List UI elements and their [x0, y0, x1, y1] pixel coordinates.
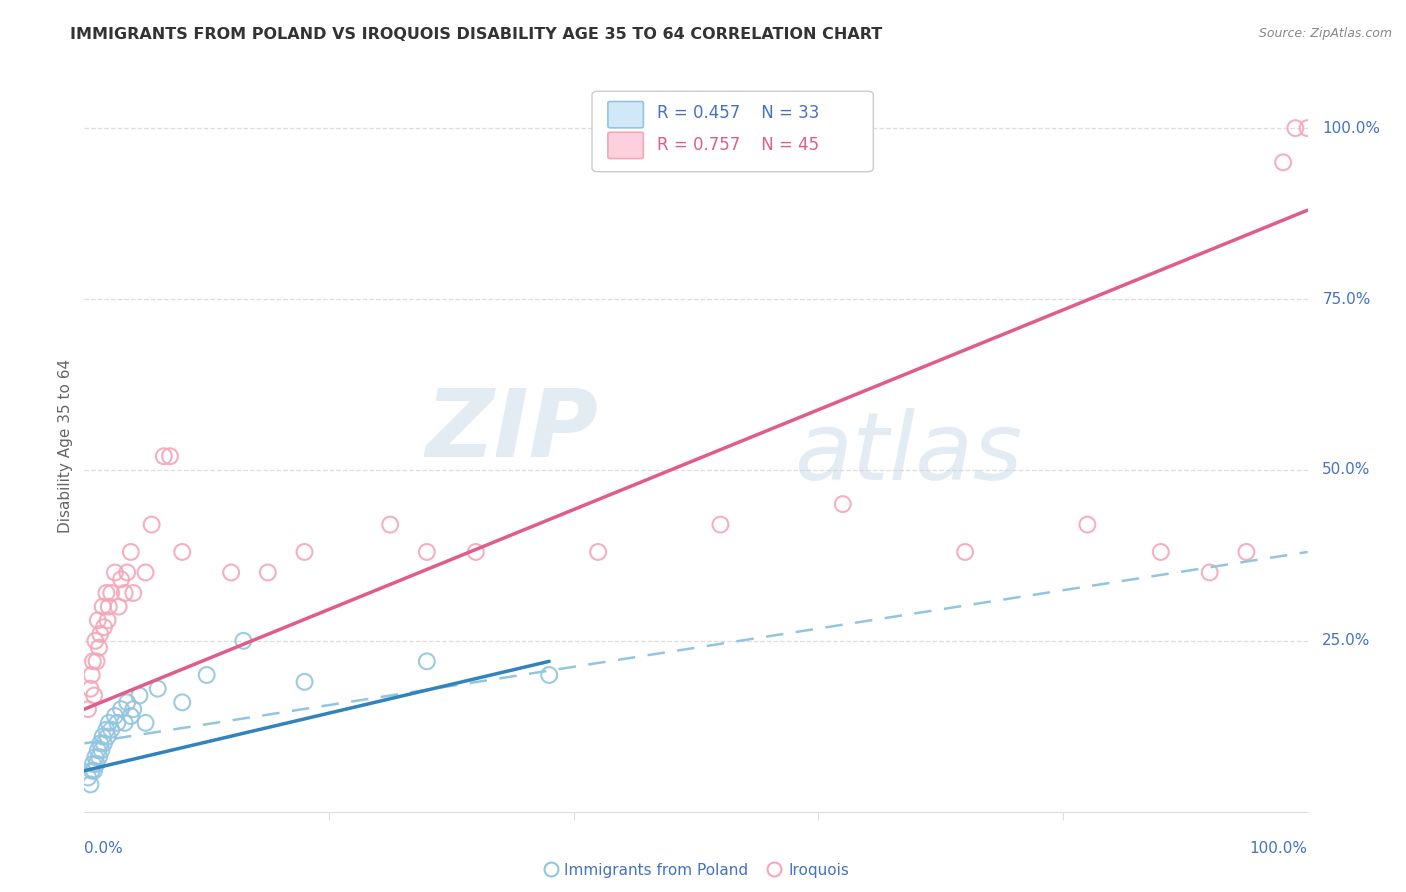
Point	[232, 633, 254, 648]
Point	[128, 689, 150, 703]
Point	[93, 620, 115, 634]
Point	[77, 771, 100, 785]
Point	[114, 586, 136, 600]
Point	[80, 764, 103, 778]
FancyBboxPatch shape	[592, 91, 873, 171]
Point	[84, 633, 107, 648]
Point	[110, 702, 132, 716]
Text: ZIP: ZIP	[425, 385, 598, 477]
Point	[257, 566, 280, 580]
Text: 100.0%: 100.0%	[1322, 120, 1381, 136]
Point	[91, 730, 114, 744]
Point	[1272, 155, 1295, 169]
Point	[115, 566, 138, 580]
Point	[586, 545, 609, 559]
Point	[83, 689, 105, 703]
Point	[172, 695, 194, 709]
Point	[1296, 121, 1319, 136]
Point	[77, 702, 100, 716]
Point	[135, 566, 157, 580]
Point	[82, 654, 104, 668]
Point	[1150, 545, 1173, 559]
Point	[1198, 566, 1220, 580]
Point	[122, 702, 145, 716]
Text: 25.0%: 25.0%	[1322, 633, 1371, 648]
Point	[97, 613, 120, 627]
Point	[120, 545, 142, 559]
Point	[104, 709, 127, 723]
Point	[96, 586, 118, 600]
Point	[79, 681, 101, 696]
Text: 100.0%: 100.0%	[1250, 841, 1308, 856]
Text: R = 0.757    N = 45: R = 0.757 N = 45	[657, 136, 818, 153]
Point	[100, 723, 122, 737]
Point	[96, 723, 118, 737]
Point	[146, 681, 169, 696]
Point	[89, 627, 111, 641]
FancyBboxPatch shape	[607, 132, 644, 159]
Point	[107, 599, 129, 614]
Point	[79, 777, 101, 791]
Point	[110, 572, 132, 586]
Point	[87, 613, 110, 627]
Point	[195, 668, 218, 682]
Point	[141, 517, 163, 532]
Text: IMMIGRANTS FROM POLAND VS IROQUOIS DISABILITY AGE 35 TO 64 CORRELATION CHART: IMMIGRANTS FROM POLAND VS IROQUOIS DISAB…	[70, 27, 883, 42]
Point	[84, 750, 107, 764]
Point	[709, 517, 731, 532]
Point	[97, 730, 120, 744]
Text: Source: ZipAtlas.com: Source: ZipAtlas.com	[1258, 27, 1392, 40]
Point	[294, 674, 316, 689]
Point	[135, 715, 157, 730]
Point	[87, 743, 110, 757]
Point	[831, 497, 853, 511]
Point	[159, 449, 181, 463]
Point	[100, 586, 122, 600]
Point	[122, 586, 145, 600]
Point	[416, 654, 439, 668]
Point	[89, 736, 111, 750]
Point	[120, 709, 142, 723]
Point	[538, 668, 561, 682]
Point	[87, 750, 110, 764]
Text: 0.0%: 0.0%	[84, 841, 124, 856]
Point	[105, 715, 128, 730]
Point	[97, 715, 120, 730]
Point	[1234, 545, 1257, 559]
Text: R = 0.457    N = 33: R = 0.457 N = 33	[657, 104, 820, 122]
Point	[416, 545, 439, 559]
Point	[97, 599, 120, 614]
Text: 50.0%: 50.0%	[1322, 462, 1371, 477]
Point	[104, 566, 127, 580]
Point	[87, 640, 110, 655]
Point	[953, 545, 976, 559]
Point	[1076, 517, 1098, 532]
Point	[82, 756, 104, 771]
Point	[115, 695, 138, 709]
Point	[114, 715, 136, 730]
Point	[80, 668, 103, 682]
Point	[91, 599, 114, 614]
Legend: Immigrants from Poland, Iroquois: Immigrants from Poland, Iroquois	[537, 857, 855, 885]
FancyBboxPatch shape	[607, 102, 644, 128]
Point	[86, 654, 108, 668]
Point	[380, 517, 402, 532]
Text: atlas: atlas	[794, 408, 1022, 499]
Text: 75.0%: 75.0%	[1322, 292, 1371, 307]
Point	[83, 764, 105, 778]
Point	[294, 545, 316, 559]
Point	[90, 743, 112, 757]
Point	[464, 545, 486, 559]
Point	[86, 756, 108, 771]
Y-axis label: Disability Age 35 to 64: Disability Age 35 to 64	[58, 359, 73, 533]
Point	[172, 545, 194, 559]
Point	[93, 736, 115, 750]
Point	[153, 449, 176, 463]
Point	[1284, 121, 1306, 136]
Point	[219, 566, 242, 580]
